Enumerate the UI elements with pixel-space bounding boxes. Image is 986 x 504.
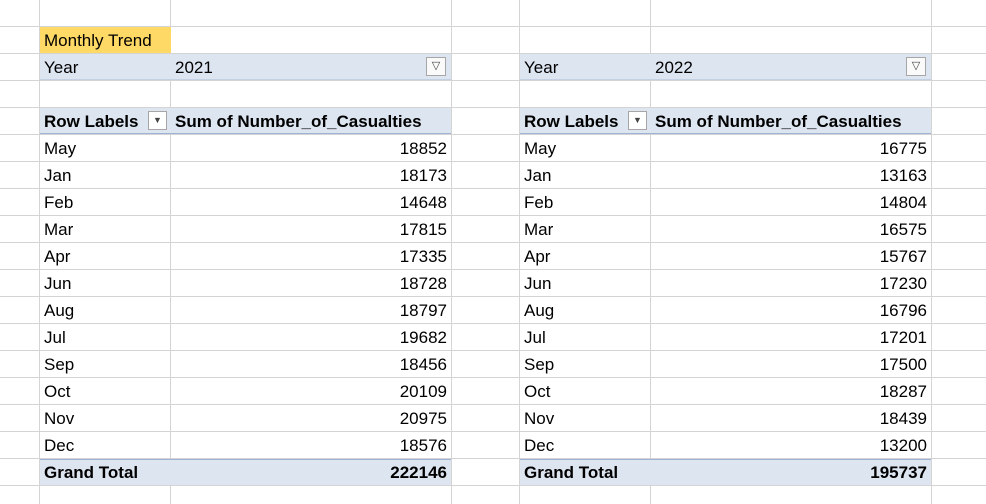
row-labels-header[interactable]: Row Labels <box>524 112 619 131</box>
row-gridline <box>0 26 986 27</box>
month-value[interactable]: 14804 <box>879 193 927 212</box>
dropdown-arrow-icon[interactable]: ▼ <box>148 111 167 130</box>
filter-funnel-icon[interactable]: ▽ <box>906 57 926 76</box>
month-value[interactable]: 16575 <box>879 220 927 239</box>
month-label[interactable]: May <box>44 139 77 158</box>
filter-row-fill <box>40 54 451 80</box>
column-gridline <box>39 0 40 504</box>
grand-total-value[interactable]: 195737 <box>870 463 927 482</box>
title-cell-fill <box>40 27 171 53</box>
dropdown-arrow-icon[interactable]: ▼ <box>628 111 647 130</box>
row-gridline <box>0 53 986 54</box>
month-label[interactable]: Sep <box>524 355 555 374</box>
month-label[interactable]: Jan <box>524 166 552 185</box>
value-column-header[interactable]: Sum of Number_of_Casualties <box>175 112 422 131</box>
month-label[interactable]: Jun <box>524 274 552 293</box>
month-value[interactable]: 18287 <box>879 382 927 401</box>
month-label[interactable]: May <box>524 139 557 158</box>
row-gridline <box>0 269 986 270</box>
month-value[interactable]: 13200 <box>879 436 927 455</box>
month-value[interactable]: 17201 <box>879 328 927 347</box>
month-value[interactable]: 18797 <box>399 301 447 320</box>
month-label[interactable]: Feb <box>44 193 74 212</box>
row-gridline <box>0 188 986 189</box>
month-value[interactable]: 16775 <box>879 139 927 158</box>
column-gridline <box>931 0 932 504</box>
row-gridline <box>0 107 986 108</box>
month-label[interactable]: Dec <box>44 436 75 455</box>
month-label[interactable]: Aug <box>524 301 555 320</box>
month-value[interactable]: 16796 <box>879 301 927 320</box>
month-value[interactable]: 19682 <box>399 328 447 347</box>
month-label[interactable]: Apr <box>44 247 71 266</box>
month-value[interactable]: 20109 <box>399 382 447 401</box>
row-gridline <box>0 215 986 216</box>
month-label[interactable]: Jan <box>44 166 72 185</box>
row-gridline <box>0 242 986 243</box>
filter-label[interactable]: Year <box>44 58 79 77</box>
grand-total-label[interactable]: Grand Total <box>44 463 139 482</box>
month-value[interactable]: 18728 <box>399 274 447 293</box>
grand-total-label[interactable]: Grand Total <box>524 463 619 482</box>
filter-label[interactable]: Year <box>524 58 559 77</box>
month-label[interactable]: Aug <box>44 301 75 320</box>
sheet-title[interactable]: Monthly Trend <box>44 31 152 50</box>
column-gridline <box>650 0 651 504</box>
month-label[interactable]: Sep <box>44 355 75 374</box>
month-value[interactable]: 17335 <box>399 247 447 266</box>
value-column-header[interactable]: Sum of Number_of_Casualties <box>655 112 902 131</box>
row-labels-header[interactable]: Row Labels <box>44 112 139 131</box>
month-value[interactable]: 18439 <box>879 409 927 428</box>
month-label[interactable]: Mar <box>44 220 74 239</box>
month-label[interactable]: Jul <box>524 328 546 347</box>
month-label[interactable]: Nov <box>44 409 75 428</box>
grand-total-value[interactable]: 222146 <box>390 463 447 482</box>
month-value[interactable]: 20975 <box>399 409 447 428</box>
row-gridline <box>0 404 986 405</box>
month-value[interactable]: 15767 <box>879 247 927 266</box>
row-gridline <box>0 80 986 81</box>
month-label[interactable]: Apr <box>524 247 551 266</box>
row-gridline <box>0 323 986 324</box>
row-gridline <box>0 431 986 432</box>
grand-total-fill <box>40 459 451 485</box>
row-gridline <box>0 377 986 378</box>
row-gridline <box>0 485 986 486</box>
month-value[interactable]: 18576 <box>399 436 447 455</box>
column-gridline <box>170 0 171 504</box>
pivot-header-fill <box>40 108 451 134</box>
column-gridline <box>451 0 452 504</box>
row-gridline <box>0 350 986 351</box>
row-gridline <box>0 134 986 135</box>
filter-funnel-icon[interactable]: ▽ <box>426 57 446 76</box>
row-gridline <box>0 458 986 459</box>
row-gridline <box>0 296 986 297</box>
month-label[interactable]: Jun <box>44 274 72 293</box>
filter-value[interactable]: 2022 <box>655 58 693 77</box>
month-label[interactable]: Nov <box>524 409 555 428</box>
month-label[interactable]: Dec <box>524 436 555 455</box>
pivot-header-fill <box>520 108 931 134</box>
month-value[interactable]: 17815 <box>399 220 447 239</box>
month-label[interactable]: Oct <box>44 382 71 401</box>
month-value[interactable]: 13163 <box>879 166 927 185</box>
grand-total-fill <box>520 459 931 485</box>
filter-value[interactable]: 2021 <box>175 58 213 77</box>
month-label[interactable]: Oct <box>524 382 551 401</box>
month-value[interactable]: 18852 <box>399 139 447 158</box>
row-gridline <box>0 161 986 162</box>
month-value[interactable]: 18173 <box>399 166 447 185</box>
month-label[interactable]: Feb <box>524 193 554 212</box>
month-value[interactable]: 14648 <box>399 193 447 212</box>
column-gridline <box>519 0 520 504</box>
month-label[interactable]: Mar <box>524 220 554 239</box>
month-value[interactable]: 17500 <box>879 355 927 374</box>
month-value[interactable]: 17230 <box>879 274 927 293</box>
filter-row-fill <box>520 54 931 80</box>
month-label[interactable]: Jul <box>44 328 66 347</box>
month-value[interactable]: 18456 <box>399 355 447 374</box>
